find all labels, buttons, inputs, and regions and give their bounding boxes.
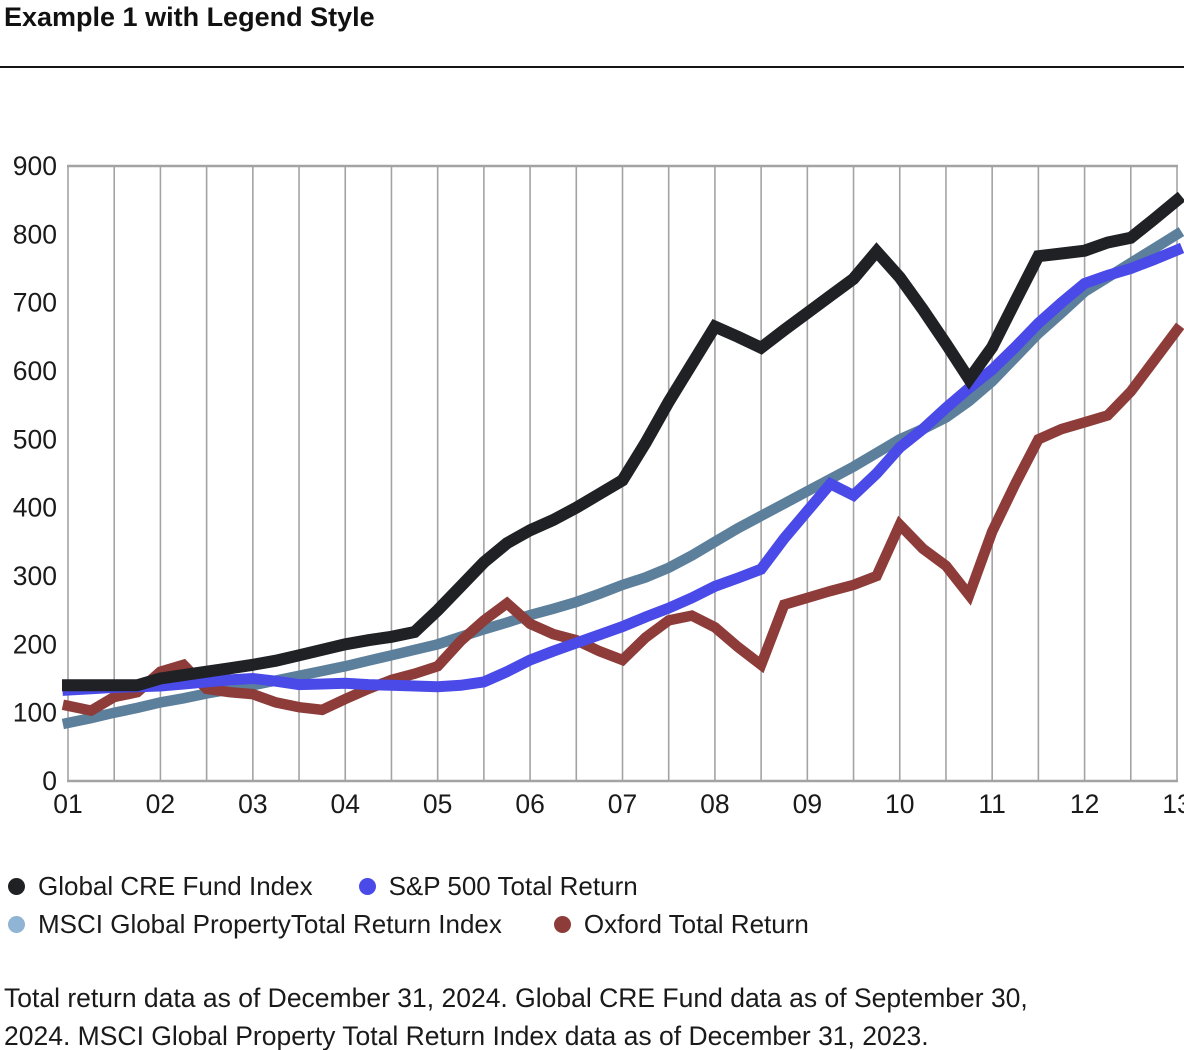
x-tick-label: 03: [238, 789, 267, 819]
legend-item-oxford: Oxford Total Return: [553, 908, 809, 940]
x-tick-label: 07: [608, 789, 637, 819]
legend-label: Global CRE Fund Index: [38, 870, 313, 901]
footer-note: Total return data as of December 31, 202…: [4, 979, 1028, 1050]
x-tick-label: 04: [331, 789, 360, 819]
y-tick-label: 600: [13, 356, 57, 386]
footer-line-2: 2024. MSCI Global Property Total Return …: [4, 1021, 929, 1050]
x-tick-label: 05: [423, 789, 452, 819]
legend-label: S&P 500 Total Return: [388, 870, 638, 901]
x-tick-label: 01: [53, 789, 82, 819]
y-tick-label: 0: [42, 766, 57, 796]
x-tick-label: 06: [515, 789, 544, 819]
legend-item-msci: MSCI Global PropertyTotal Return Index: [8, 909, 502, 940]
x-tick-label: 10: [885, 789, 914, 819]
series-line-oxford-total-return: [61, 322, 1184, 717]
legend-dot-sp500: [358, 877, 376, 895]
x-tick-label: 13: [1162, 789, 1184, 819]
series-line-global-cre-fund-index: [62, 191, 1184, 692]
y-tick-label: 400: [13, 493, 57, 523]
line-chart: 0 100 200 300 400 500 600 700 800 900 01 02 03 04 05 06…: [13, 151, 1184, 819]
legend-dot-oxford: [553, 915, 571, 933]
y-tick-label: 300: [13, 561, 57, 591]
y-tick-label: 700: [13, 288, 57, 318]
footer-line-1: Total return data as of December 31, 202…: [4, 983, 1028, 1013]
chart-legend: Global CRE Fund Index S&P 500 Total Retu…: [8, 867, 809, 943]
x-tick-label: 12: [1070, 789, 1099, 819]
x-tick-label: 09: [793, 789, 822, 819]
y-tick-label: 500: [13, 424, 57, 454]
y-tick-label: 800: [13, 219, 57, 249]
y-tick-label: 200: [13, 629, 57, 659]
series-line-s-p-500-total-return: [62, 242, 1184, 696]
legend-item-sp500: S&P 500 Total Return: [358, 870, 638, 902]
legend-row: MSCI Global PropertyTotal Return Index O…: [8, 905, 809, 943]
legend-row: Global CRE Fund Index S&P 500 Total Retu…: [8, 867, 809, 905]
legend-dot-msci: [8, 915, 25, 933]
y-tick-label: 900: [13, 151, 57, 181]
y-tick-label: 100: [13, 698, 57, 728]
legend-label: Oxford Total Return: [583, 908, 809, 939]
x-tick-label: 11: [978, 789, 1006, 819]
legend-label: MSCI Global PropertyTotal Return Index: [38, 908, 502, 939]
legend-dot-global-cre: [8, 877, 25, 895]
title-divider: [0, 66, 1184, 68]
x-tick-label: 02: [146, 789, 175, 819]
x-tick-label: 08: [700, 789, 729, 819]
legend-item-global-cre: Global CRE Fund Index: [8, 871, 313, 902]
page-title: Example 1 with Legend Style: [4, 2, 375, 32]
series-line-msci-global-propertytotal-return-index: [61, 227, 1184, 730]
chart-svg: 0 100 200 300 400 500 600 700 800 900 01 02 03 04 05 06…: [13, 151, 1184, 819]
